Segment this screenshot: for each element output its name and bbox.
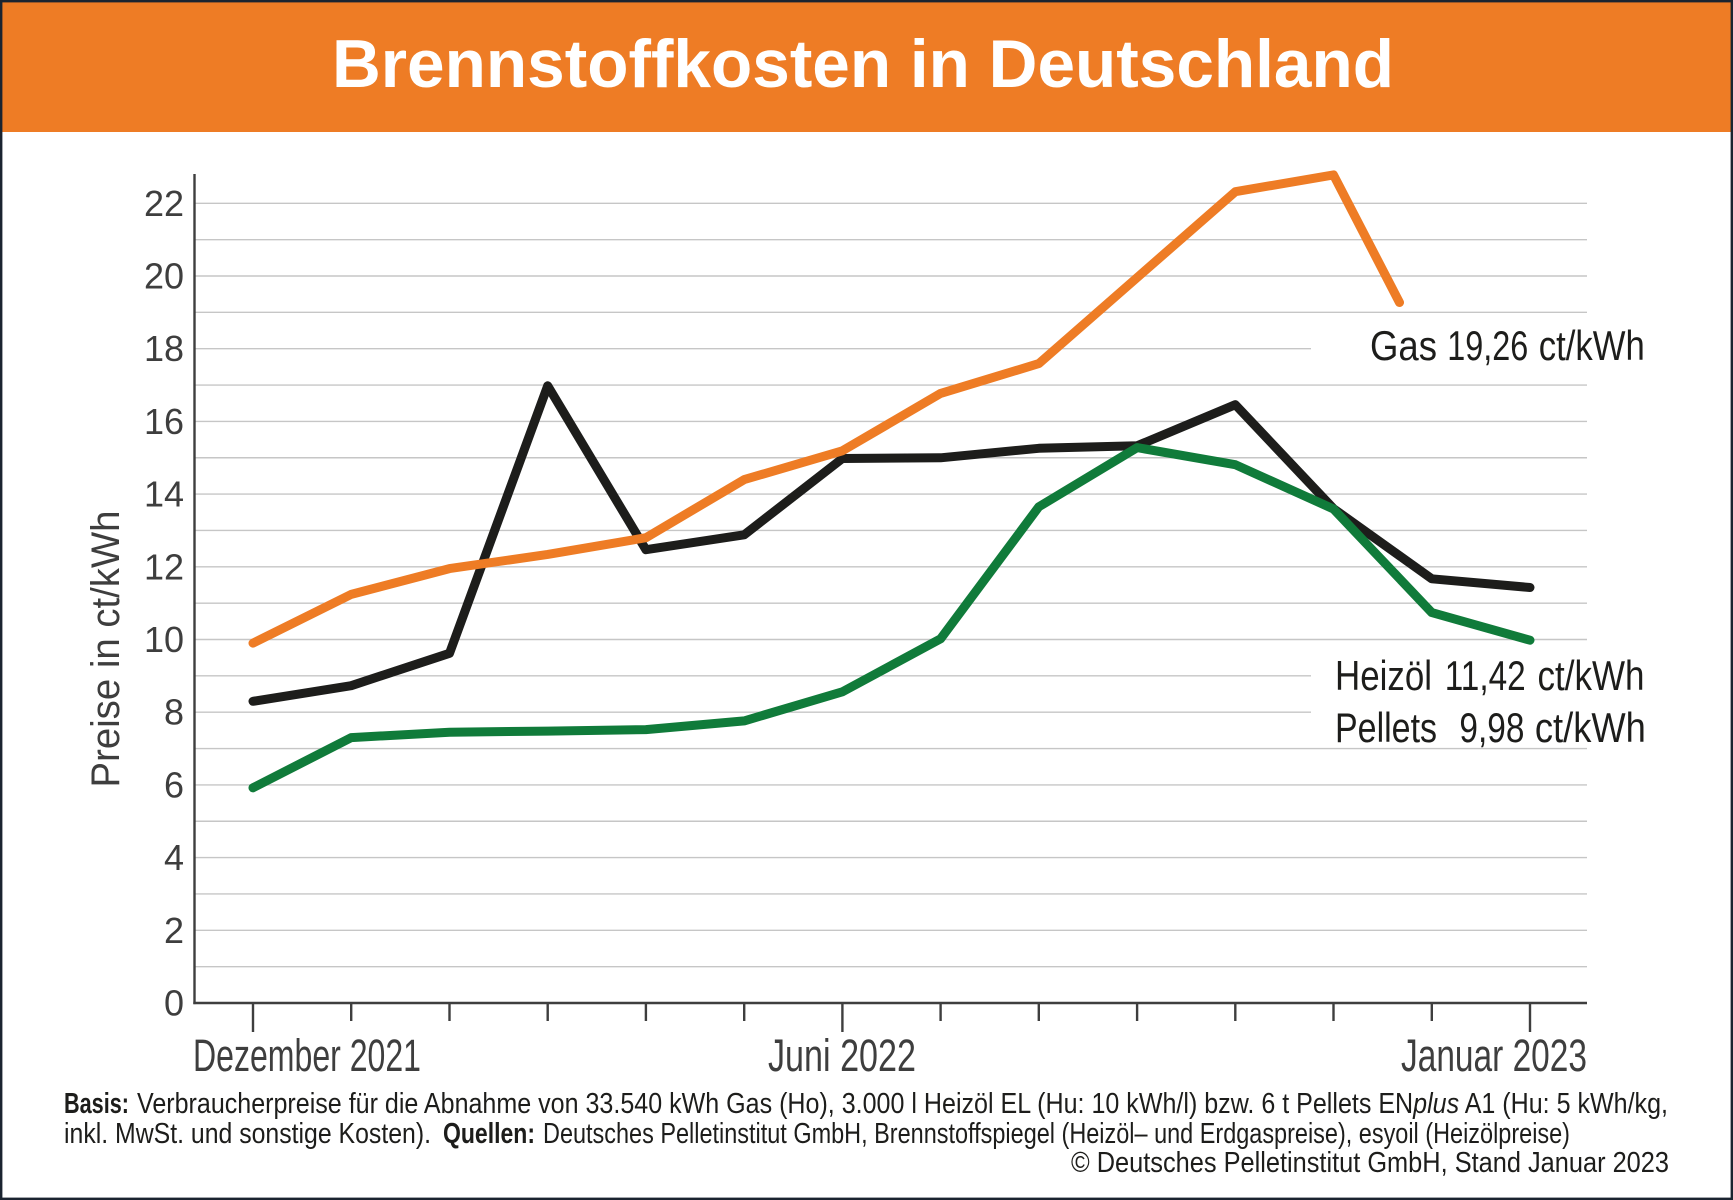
svg-text:0: 0 xyxy=(164,983,184,1024)
svg-text:Gas: Gas xyxy=(1370,322,1437,369)
svg-text:19,26: 19,26 xyxy=(1447,322,1528,369)
svg-text:20: 20 xyxy=(144,256,184,297)
svg-text:22: 22 xyxy=(144,183,184,224)
svg-text:Verbraucherpreise für die Abna: Verbraucherpreise für die Abnahme von 33… xyxy=(137,1088,1668,1120)
svg-text:ct/kWh: ct/kWh xyxy=(1535,704,1646,751)
svg-text:2: 2 xyxy=(164,910,184,951)
svg-text:Januar 2023: Januar 2023 xyxy=(1401,1030,1587,1081)
svg-text:16: 16 xyxy=(144,401,184,442)
svg-text:10: 10 xyxy=(144,619,184,660)
svg-text:4: 4 xyxy=(164,837,184,878)
svg-text:ct/kWh: ct/kWh xyxy=(1539,322,1645,369)
svg-text:14: 14 xyxy=(144,474,184,515)
svg-text:Basis:: Basis: xyxy=(64,1088,129,1120)
svg-text:ct/kWh: ct/kWh xyxy=(1538,652,1645,699)
svg-text:Pellets: Pellets xyxy=(1335,704,1437,751)
svg-text:© Deutsches Pelletinstitut Gmb: © Deutsches Pelletinstitut GmbH, Stand J… xyxy=(1071,1147,1669,1179)
svg-text:Heizöl: Heizöl xyxy=(1335,652,1432,699)
svg-text:8: 8 xyxy=(164,692,184,733)
svg-text:Dezember 2021: Dezember 2021 xyxy=(193,1030,421,1081)
svg-text:Deutsches Pelletinstitut GmbH,: Deutsches Pelletinstitut GmbH, Brennstof… xyxy=(543,1118,1570,1150)
svg-text:6: 6 xyxy=(164,764,184,805)
svg-text:Juni 2022: Juni 2022 xyxy=(768,1030,916,1081)
svg-text:18: 18 xyxy=(144,328,184,369)
svg-text:9,98: 9,98 xyxy=(1459,704,1524,751)
svg-text:11,42: 11,42 xyxy=(1445,652,1526,699)
svg-text:12: 12 xyxy=(144,546,184,587)
svg-text:Brennstoffkosten in Deutschlan: Brennstoffkosten in Deutschland xyxy=(332,26,1394,102)
svg-text:Quellen:: Quellen: xyxy=(443,1118,535,1150)
svg-text:inkl. MwSt. und sonstige Koste: inkl. MwSt. und sonstige Kosten). xyxy=(64,1118,431,1150)
svg-text:Preise in ct/kWh: Preise in ct/kWh xyxy=(84,511,128,788)
